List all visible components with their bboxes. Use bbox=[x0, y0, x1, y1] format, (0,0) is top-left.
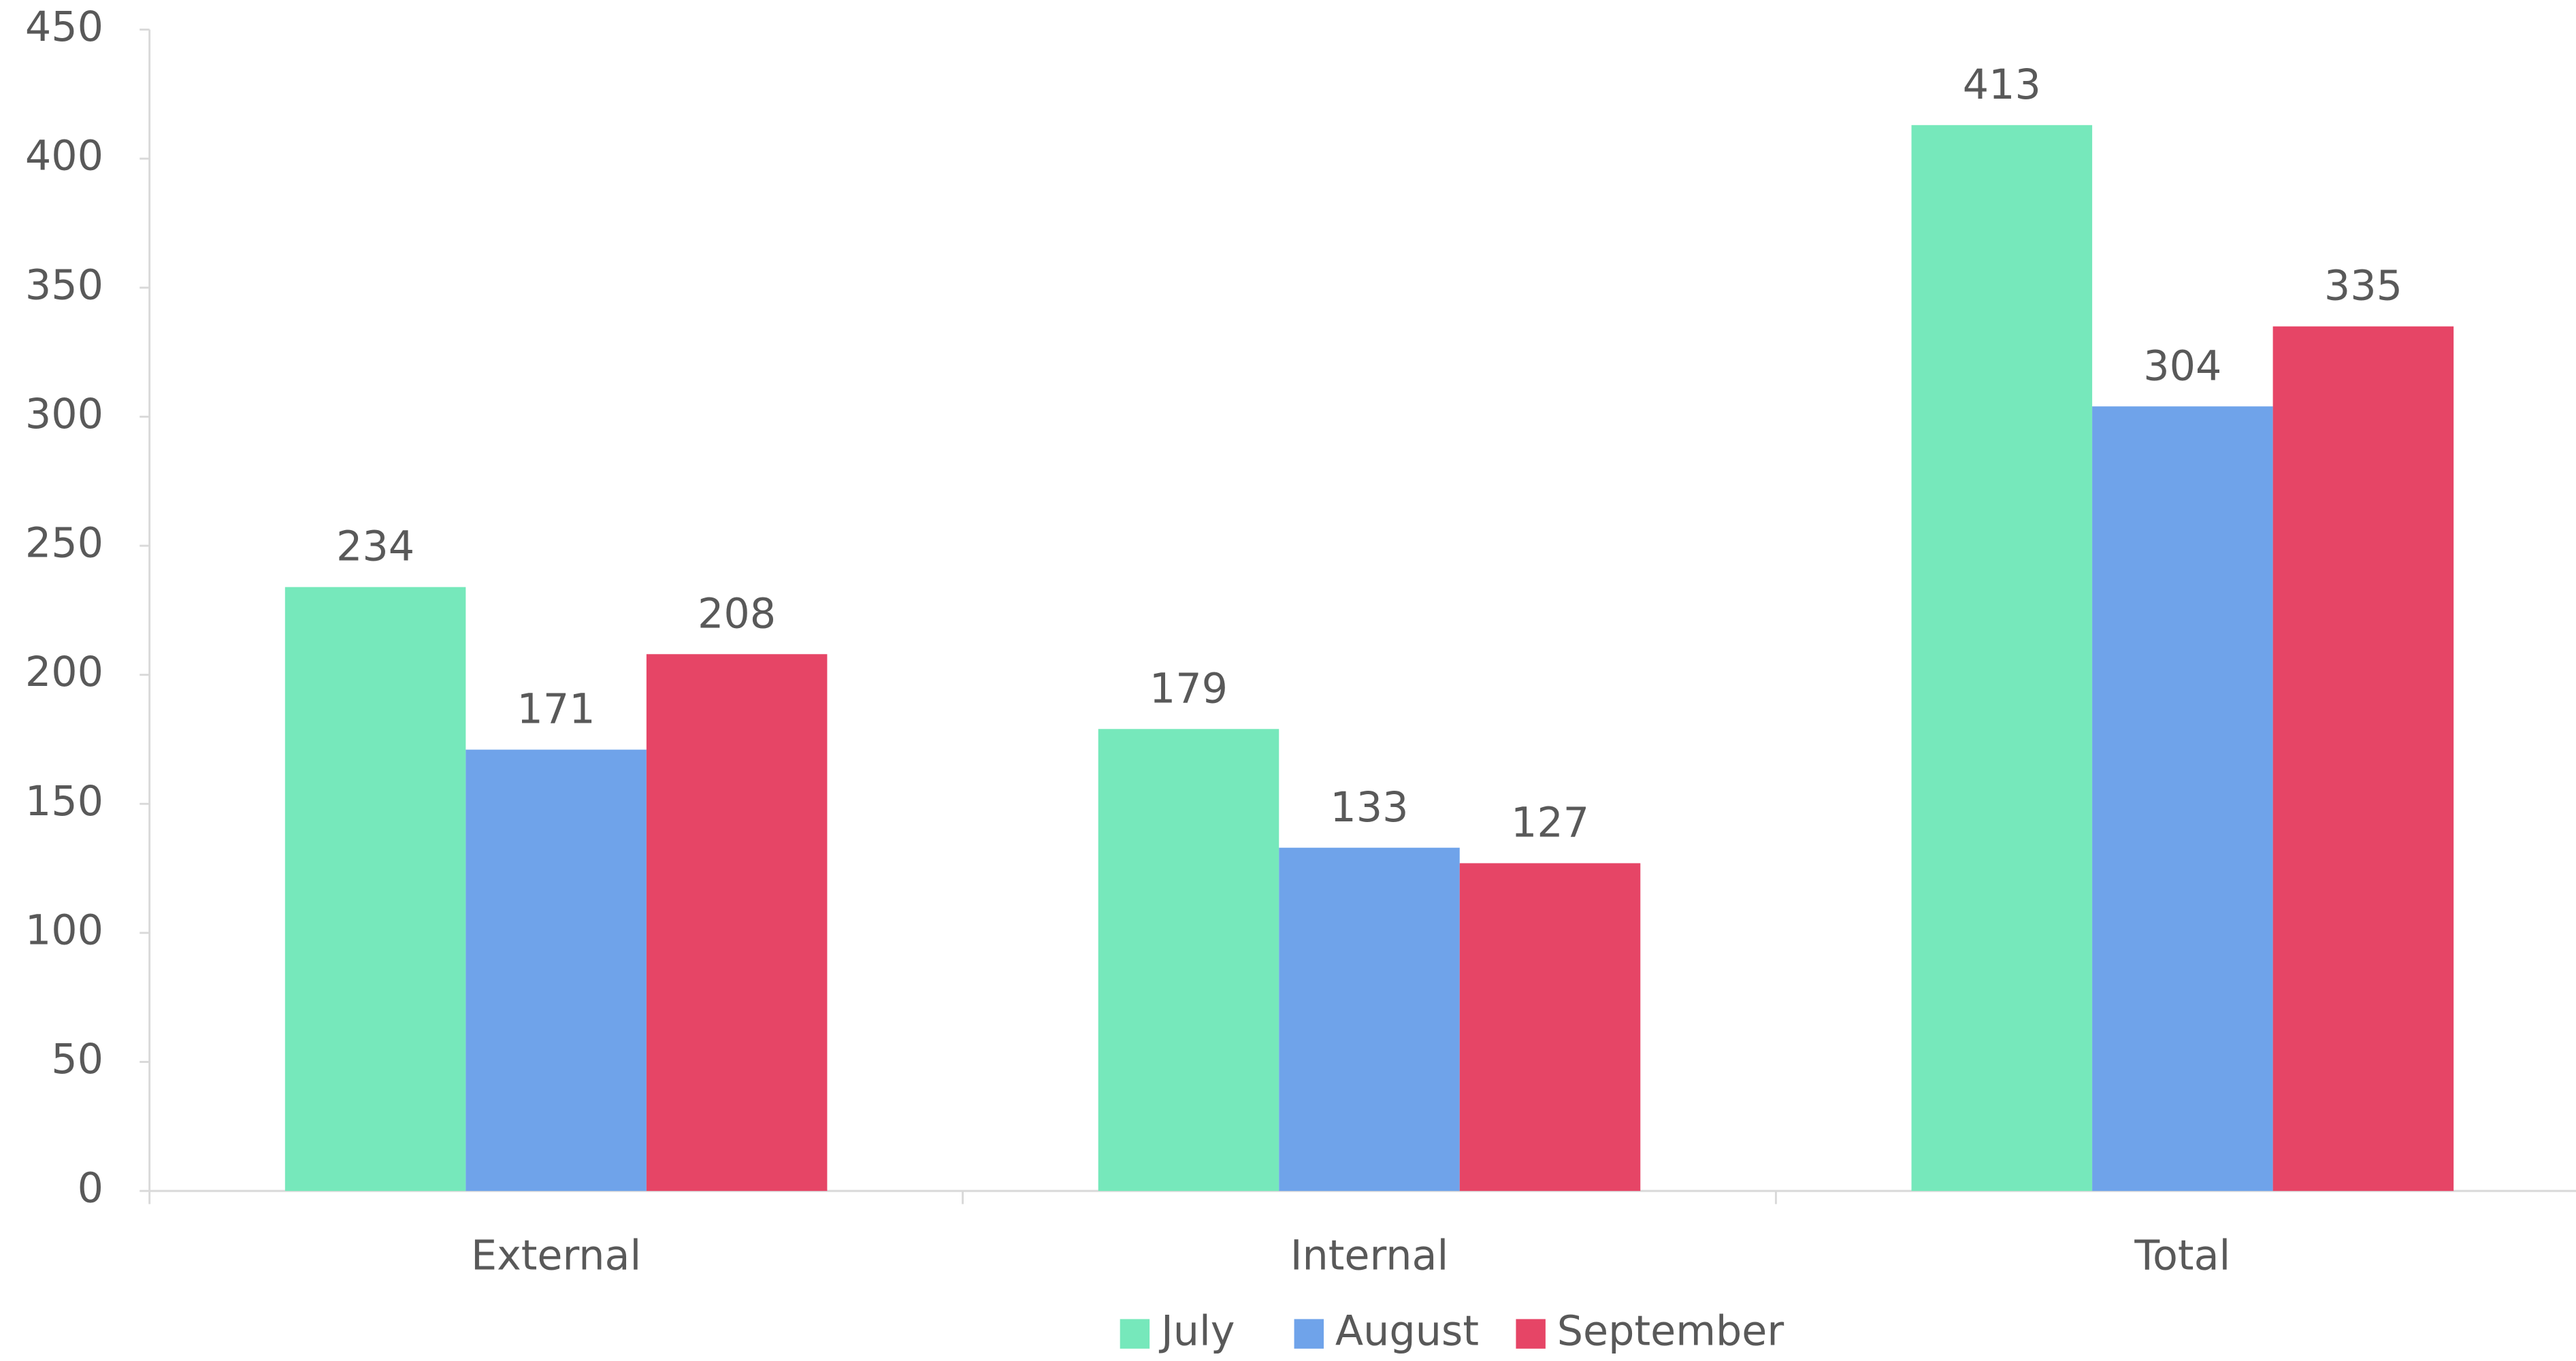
legend-swatch bbox=[1516, 1319, 1546, 1349]
y-tick-label: 100 bbox=[25, 906, 103, 954]
x-tick-label: Total bbox=[2134, 1232, 2230, 1280]
legend-swatch bbox=[1120, 1319, 1150, 1349]
bar bbox=[466, 749, 647, 1192]
legend-label: July bbox=[1158, 1308, 1235, 1356]
y-tick-label: 450 bbox=[25, 3, 103, 51]
data-label: 171 bbox=[517, 686, 596, 734]
x-tick-label: Internal bbox=[1290, 1232, 1449, 1280]
bar bbox=[1098, 729, 1279, 1192]
bar bbox=[1459, 863, 1641, 1192]
y-tick-label: 50 bbox=[51, 1036, 103, 1083]
bar bbox=[284, 587, 466, 1192]
data-label: 413 bbox=[1963, 61, 2041, 109]
y-tick-label: 400 bbox=[25, 133, 103, 180]
bar bbox=[1911, 125, 2093, 1192]
data-label: 234 bbox=[336, 523, 414, 571]
bar bbox=[1279, 847, 1460, 1192]
legend-label: August bbox=[1335, 1308, 1479, 1356]
data-label: 304 bbox=[2143, 342, 2221, 390]
data-label: 335 bbox=[2324, 263, 2402, 310]
data-label: 208 bbox=[698, 590, 776, 638]
y-tick-label: 300 bbox=[25, 391, 103, 438]
y-tick-label: 0 bbox=[78, 1165, 103, 1213]
bar bbox=[646, 654, 828, 1192]
data-label: 133 bbox=[1330, 784, 1408, 832]
bar bbox=[2272, 326, 2454, 1192]
data-label: 127 bbox=[1511, 800, 1589, 847]
y-tick-label: 200 bbox=[25, 649, 103, 696]
legend-label: September bbox=[1557, 1308, 1784, 1356]
bar bbox=[2092, 406, 2273, 1192]
legend-swatch bbox=[1294, 1319, 1324, 1349]
x-tick-label: External bbox=[471, 1232, 641, 1280]
y-tick-label: 250 bbox=[25, 520, 103, 568]
data-label: 179 bbox=[1150, 665, 1228, 712]
y-tick-label: 350 bbox=[25, 261, 103, 309]
y-tick-label: 150 bbox=[25, 778, 103, 825]
